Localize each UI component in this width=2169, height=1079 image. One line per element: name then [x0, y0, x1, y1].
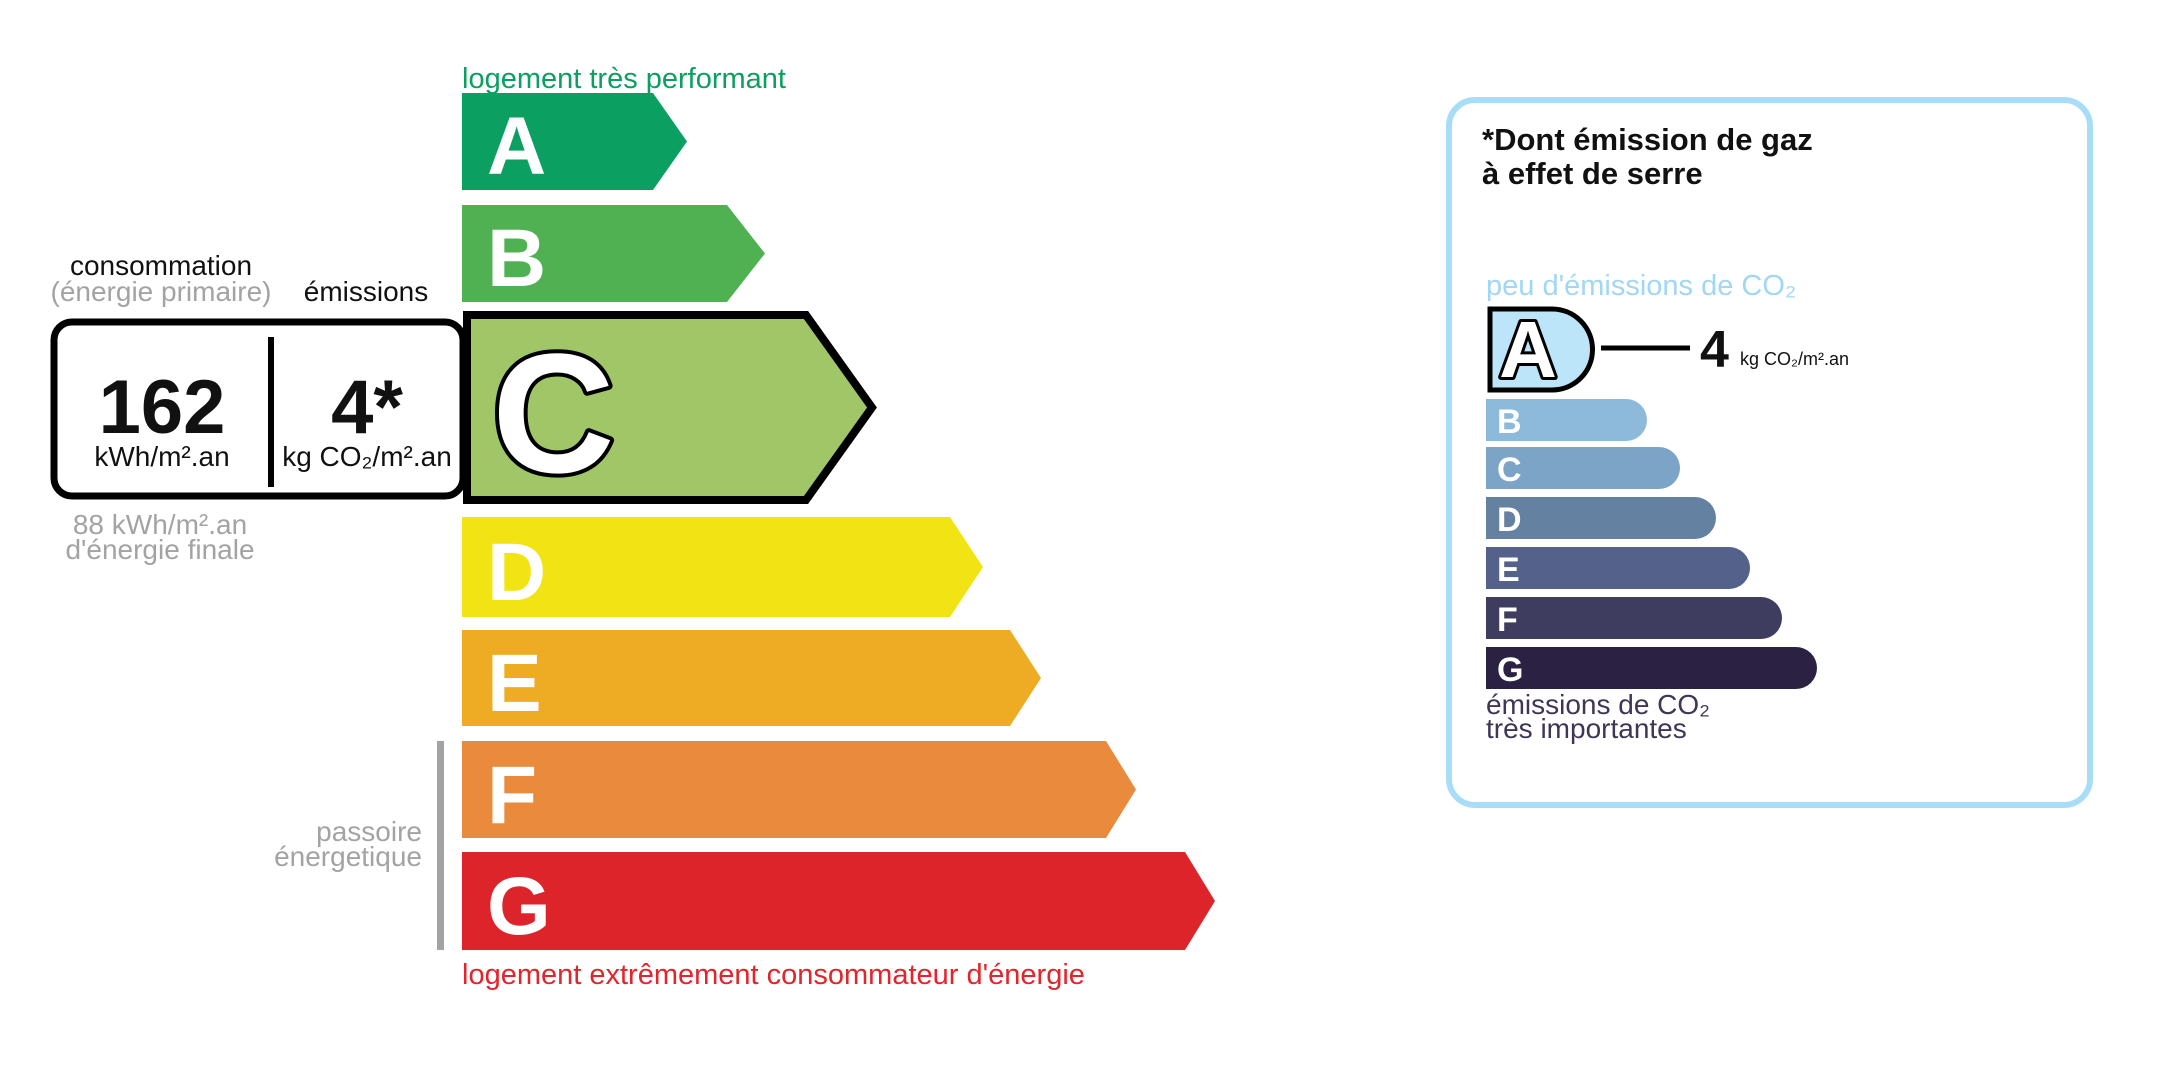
ges-title-line1: *Dont émission de gaz [1482, 122, 1813, 157]
energy-arrow-g [462, 852, 1215, 950]
sieve-label-line1: passoire [316, 816, 422, 847]
sieve-bracket-bar [437, 741, 444, 950]
energy-arrow-f-label: F [487, 750, 537, 841]
ges-bar-d-label: D [1497, 501, 1522, 539]
primary-energy-label: (énergie primaire) [51, 276, 272, 307]
energy-scale-bottom-caption: logement extrêmement consommateur d'éner… [462, 959, 1085, 991]
ges-bar-f [1486, 597, 1782, 639]
ges-high-emissions-caption-line1: émissions de CO₂ [1486, 689, 1710, 720]
energy-arrow-b-label: B [487, 213, 546, 304]
energy-arrow-a-label: A [487, 101, 546, 192]
energy-arrow-d-label: D [487, 527, 546, 618]
ges-bar-b-label: B [1497, 403, 1522, 441]
ges-bar-e [1486, 547, 1750, 589]
ges-bar-d [1486, 497, 1716, 539]
ges-bar-b [1486, 399, 1647, 441]
ges-bar-g-label: G [1497, 651, 1523, 689]
energy-arrow-c-label: C [492, 319, 615, 509]
energy-arrow-e-label: E [487, 638, 542, 729]
ges-bar-e-label: E [1497, 551, 1520, 589]
emissions-label: émissions [304, 276, 428, 307]
ges-chip-a-selected [1487, 306, 1595, 393]
co2-unit: kg CO₂/m².an [282, 441, 452, 472]
energy-arrow-f [462, 741, 1136, 838]
consumption-emissions-box: consommation (énergie primaire) émission… [50, 250, 467, 565]
ges-chip-a-label: A [1499, 305, 1557, 394]
energy-arrow-e [462, 630, 1041, 726]
final-energy-line1: 88 kWh/m².an [73, 509, 247, 540]
energy-scale: logement très performant A B C D E F G l… [462, 63, 1215, 991]
energy-sieve-annotation: passoire énergetique [274, 741, 444, 950]
ges-bar-f-label: F [1497, 601, 1518, 639]
energy-arrow-d [462, 517, 983, 617]
energy-arrow-c-selected [463, 311, 877, 504]
values-box-outline [50, 318, 467, 500]
energy-scale-top-caption: logement très performant [462, 63, 786, 95]
energy-unit: kWh/m².an [94, 441, 229, 472]
sieve-label-line2: énergetique [274, 841, 422, 872]
ges-high-emissions-caption-line2: très importantes [1486, 713, 1687, 744]
ges-panel: *Dont émission de gaz à effet de serre p… [1446, 97, 2093, 808]
energy-value: 162 [99, 365, 226, 450]
ges-bar-c [1486, 447, 1680, 489]
ges-low-emissions-caption: peu d'émissions de CO₂ [1486, 270, 1796, 302]
energy-arrow-g-label: G [487, 861, 551, 952]
ges-title-line2: à effet de serre [1482, 156, 1703, 191]
ges-bar-c-label: C [1497, 451, 1522, 489]
ges-bar-g [1486, 647, 1817, 689]
final-energy-line2: d'énergie finale [65, 534, 254, 565]
energy-arrow-a [462, 93, 687, 190]
ges-value: 4 [1700, 321, 1729, 379]
ges-value-unit: kg CO₂/m².an [1740, 349, 1849, 369]
energy-arrow-b [462, 205, 765, 302]
co2-value: 4* [331, 365, 403, 450]
consumption-label: consommation [70, 250, 252, 281]
